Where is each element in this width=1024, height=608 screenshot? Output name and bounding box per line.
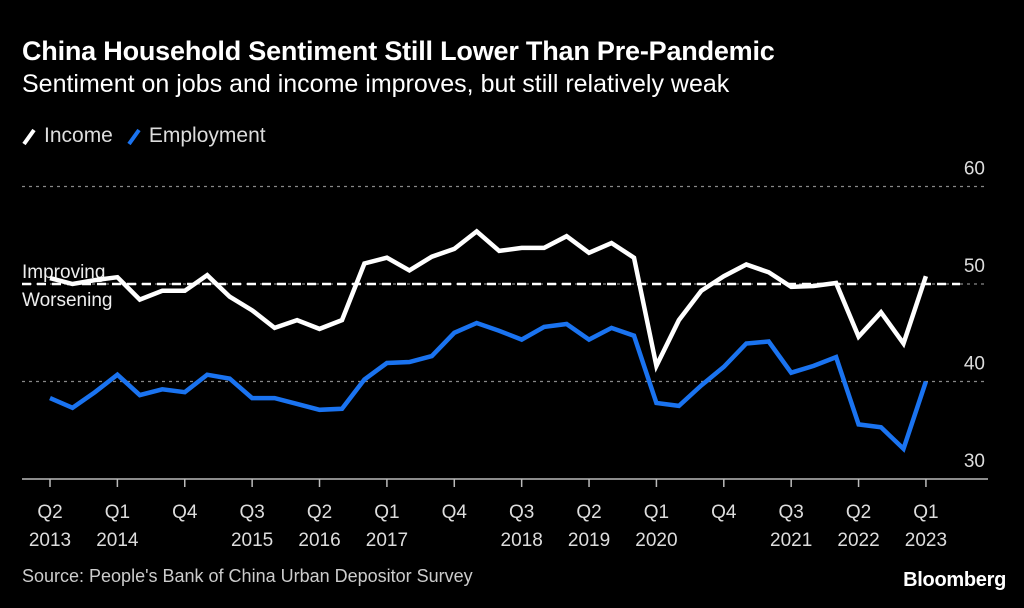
series-line-income <box>49 228 929 373</box>
income-line-swatch-icon <box>22 126 36 146</box>
x-tick-year: 2017 <box>366 530 408 551</box>
x-tick-quarter: Q1 <box>644 502 669 523</box>
y-tick-label: 50 <box>964 256 985 277</box>
x-tick-year: 2020 <box>635 530 677 551</box>
x-tick-year: 2013 <box>29 530 71 551</box>
x-tick-year: 2021 <box>770 530 812 551</box>
x-tick-quarter: Q4 <box>172 502 198 523</box>
bloomberg-logo: Bloomberg <box>903 569 1006 591</box>
x-tick-year: 2016 <box>298 530 340 551</box>
series-line-employment <box>49 320 929 453</box>
legend-item-employment: Employment <box>127 124 266 148</box>
x-tick-quarter: Q4 <box>711 502 737 523</box>
series-income <box>49 228 929 373</box>
y-tick-label: 30 <box>964 451 985 472</box>
x-tick-quarter: Q3 <box>779 502 804 523</box>
reference-line: Improving Worsening <box>22 262 960 311</box>
x-tick-year: 2022 <box>837 530 879 551</box>
x-tick-year: 2015 <box>231 530 273 551</box>
chart-title: China Household Sentiment Still Lower Th… <box>22 36 775 66</box>
y-tick-label: 40 <box>964 354 985 375</box>
x-tick-quarter: Q3 <box>239 502 264 523</box>
x-tick-quarter: Q2 <box>846 502 871 523</box>
x-tick-quarter: Q2 <box>37 502 62 523</box>
series-lines <box>49 228 929 453</box>
x-tick-year: 2023 <box>905 530 947 551</box>
x-tick-year: 2019 <box>568 530 610 551</box>
x-tick-quarter: Q2 <box>576 502 601 523</box>
y-tick-label: 60 <box>964 159 985 180</box>
x-tick-quarter: Q3 <box>509 502 534 523</box>
source-note: Source: People's Bank of China Urban Dep… <box>22 566 473 586</box>
legend-item-income: Income <box>22 124 113 148</box>
legend: Income Employment <box>22 124 280 148</box>
x-axis: Q2 2013 Q1 2014 Q4 Q3 2015 Q2 2016 Q1 2017 Q4 Q3 2018… <box>22 478 988 551</box>
legend-label-employment: Employment <box>148 124 266 147</box>
employment-line-swatch-icon <box>127 126 141 146</box>
x-tick-quarter: Q2 <box>307 502 332 523</box>
worsening-label: Worsening <box>22 290 112 311</box>
x-tick-quarter: Q4 <box>442 502 468 523</box>
x-tick-year: 2014 <box>96 530 139 551</box>
improving-label: Improving <box>22 262 105 283</box>
x-tick-quarter: Q1 <box>374 502 399 523</box>
x-tick-year: 2018 <box>501 530 543 551</box>
legend-label-income: Income <box>44 124 113 147</box>
x-tick-quarter: Q1 <box>913 502 938 523</box>
x-tick-quarter: Q1 <box>105 502 130 523</box>
series-employment <box>49 320 929 453</box>
y-axis-ticks: 30 40 50 60 <box>964 159 985 473</box>
chart-subtitle: Sentiment on jobs and income improves, b… <box>22 70 730 98</box>
